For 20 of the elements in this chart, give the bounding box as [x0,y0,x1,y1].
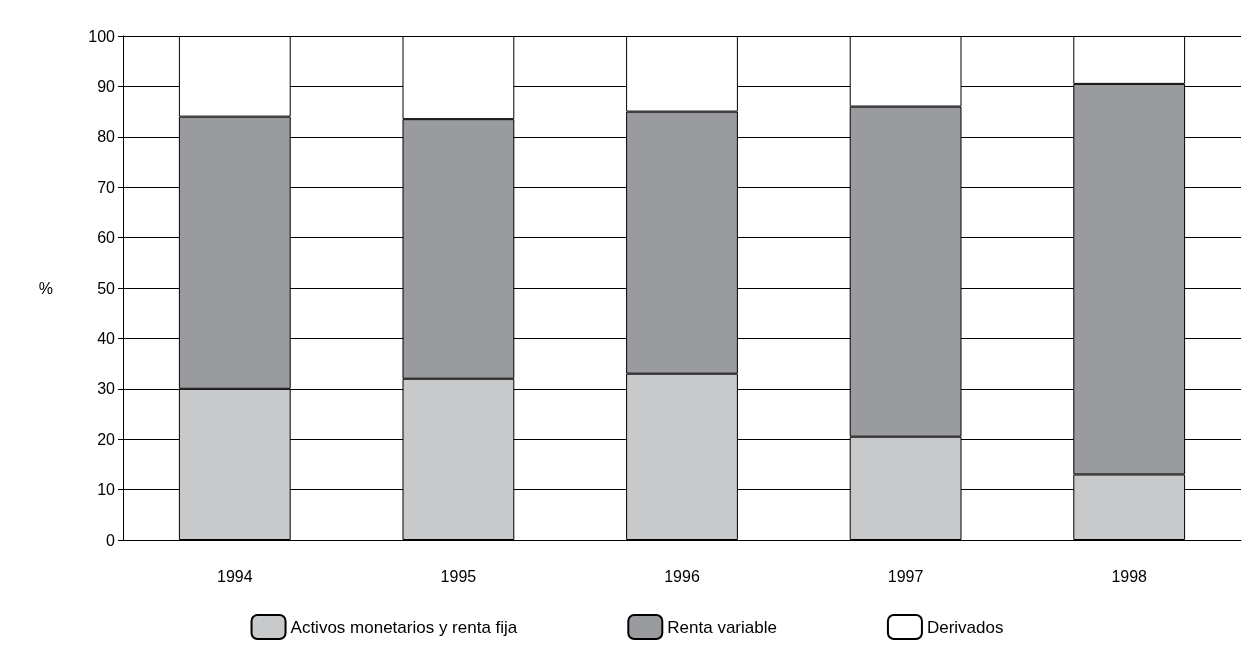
y-tick-label: 60 [97,229,116,247]
y-tick-label: 100 [88,27,116,45]
y-tick-label: 20 [97,430,116,448]
x-tick-label: 1997 [887,567,924,585]
y-axis-title: % [38,279,53,297]
legend-label: Renta variable [667,617,777,637]
y-tick-label: 50 [97,279,116,297]
y-tick-label: 80 [97,128,116,146]
x-tick-label: 1998 [1111,567,1148,585]
legend-label: Derivados [926,617,1004,637]
y-tick-label: 90 [97,77,116,95]
y-tick-label: 70 [97,178,116,196]
x-tick-label: 1994 [217,567,253,585]
y-tick-label: 40 [97,329,116,347]
legend-label: Activos monetarios y renta fija [290,617,518,637]
y-tick-label: 0 [106,531,116,549]
x-tick-label: 1995 [440,567,477,585]
x-tick-label: 1996 [664,567,700,585]
y-tick-label: 30 [97,380,116,398]
y-tick-label: 10 [97,481,116,499]
